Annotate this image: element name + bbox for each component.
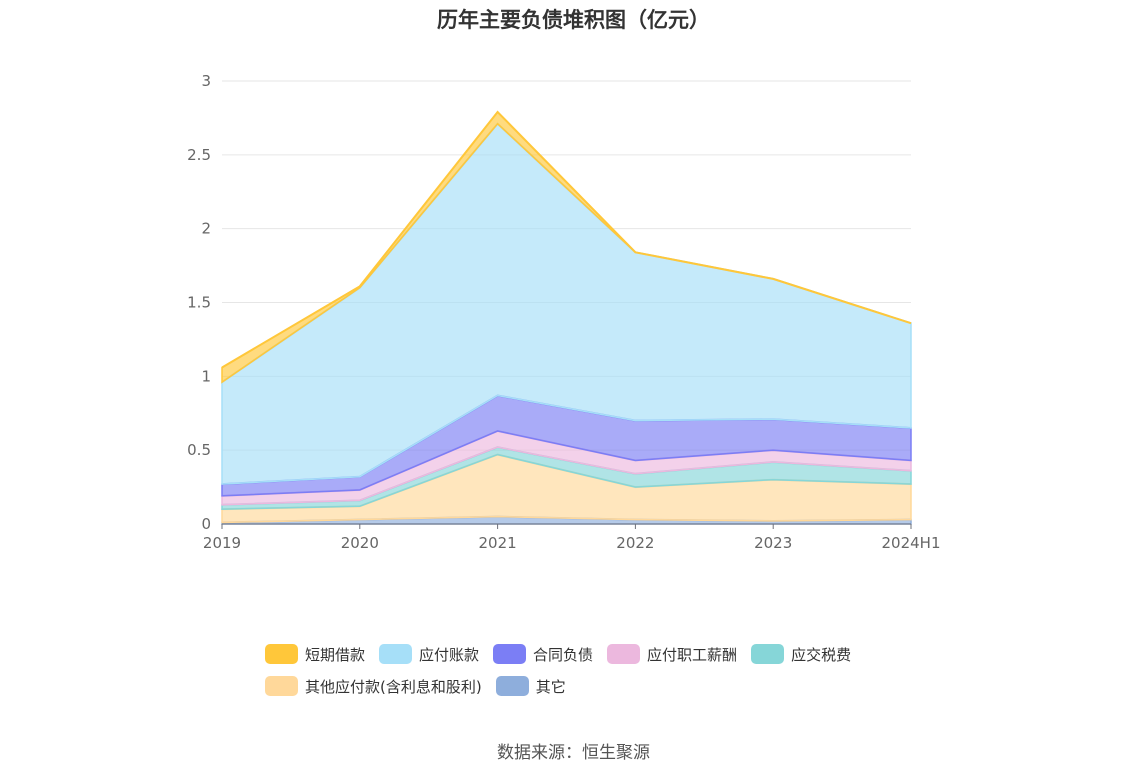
- y-tick-label: 1: [201, 367, 211, 385]
- x-tick-label: 2023: [754, 534, 792, 552]
- chart-title: 历年主要负债堆积图（亿元）: [437, 8, 710, 32]
- legend-label: 短期借款: [305, 645, 366, 664]
- x-tick-label: 2020: [341, 534, 379, 552]
- legend-item[interactable]: 其它: [495, 676, 566, 697]
- area-line-6: [221, 110, 912, 369]
- x-tick-label: 2024H1: [882, 534, 941, 552]
- legend-item[interactable]: 短期借款: [265, 644, 365, 665]
- x-tick-label: 2019: [203, 534, 241, 552]
- legend-swatch: [265, 676, 298, 696]
- y-tick-label: 2.5: [187, 146, 211, 164]
- legend-row: 短期借款 应付账款 合同负债 应付职工薪酬 应交税费: [265, 638, 925, 670]
- y-tick-label: 2: [201, 220, 211, 238]
- legend-swatch: [493, 644, 527, 664]
- legend-item[interactable]: 合同负债: [493, 644, 593, 665]
- x-tick-label: 2022: [616, 534, 654, 552]
- legend-item[interactable]: 应交税费: [751, 644, 851, 665]
- data-source: 数据来源：恒生聚源: [497, 743, 650, 763]
- legend-label: 应交税费: [791, 645, 852, 664]
- legend-swatch: [607, 644, 641, 664]
- legend: 短期借款 应付账款 合同负债 应付职工薪酬 应交税费其他应付款(含利息和股利) 其它: [265, 638, 925, 702]
- legend-label: 应付账款: [419, 645, 480, 664]
- legend-label: 合同负债: [533, 645, 594, 664]
- x-tick-label: 2021: [479, 534, 517, 552]
- legend-label: 应付职工薪酬: [647, 645, 738, 664]
- y-tick-label: 0.5: [187, 441, 211, 459]
- area-series: [221, 110, 912, 525]
- legend-row: 其他应付款(含利息和股利) 其它: [265, 670, 925, 702]
- legend-item[interactable]: 应付账款: [379, 644, 479, 665]
- y-tick-label: 3: [201, 72, 211, 90]
- legend-label: 其它: [535, 677, 566, 696]
- legend-item[interactable]: 应付职工薪酬: [607, 644, 737, 665]
- legend-item[interactable]: 其他应付款(含利息和股利): [265, 676, 482, 697]
- legend-swatch: [751, 644, 785, 664]
- y-tick-label: 0: [201, 515, 211, 533]
- legend-label: 其他应付款(含利息和股利): [305, 677, 482, 696]
- legend-swatch: [495, 676, 529, 696]
- axes: 0 0.5 1 1.5 2 2.5 3 2019 2020 2021 2022 2023 2024H1: [187, 72, 940, 552]
- y-tick-label: 1.5: [187, 294, 211, 312]
- legend-swatch: [379, 644, 413, 664]
- legend-swatch: [265, 644, 298, 664]
